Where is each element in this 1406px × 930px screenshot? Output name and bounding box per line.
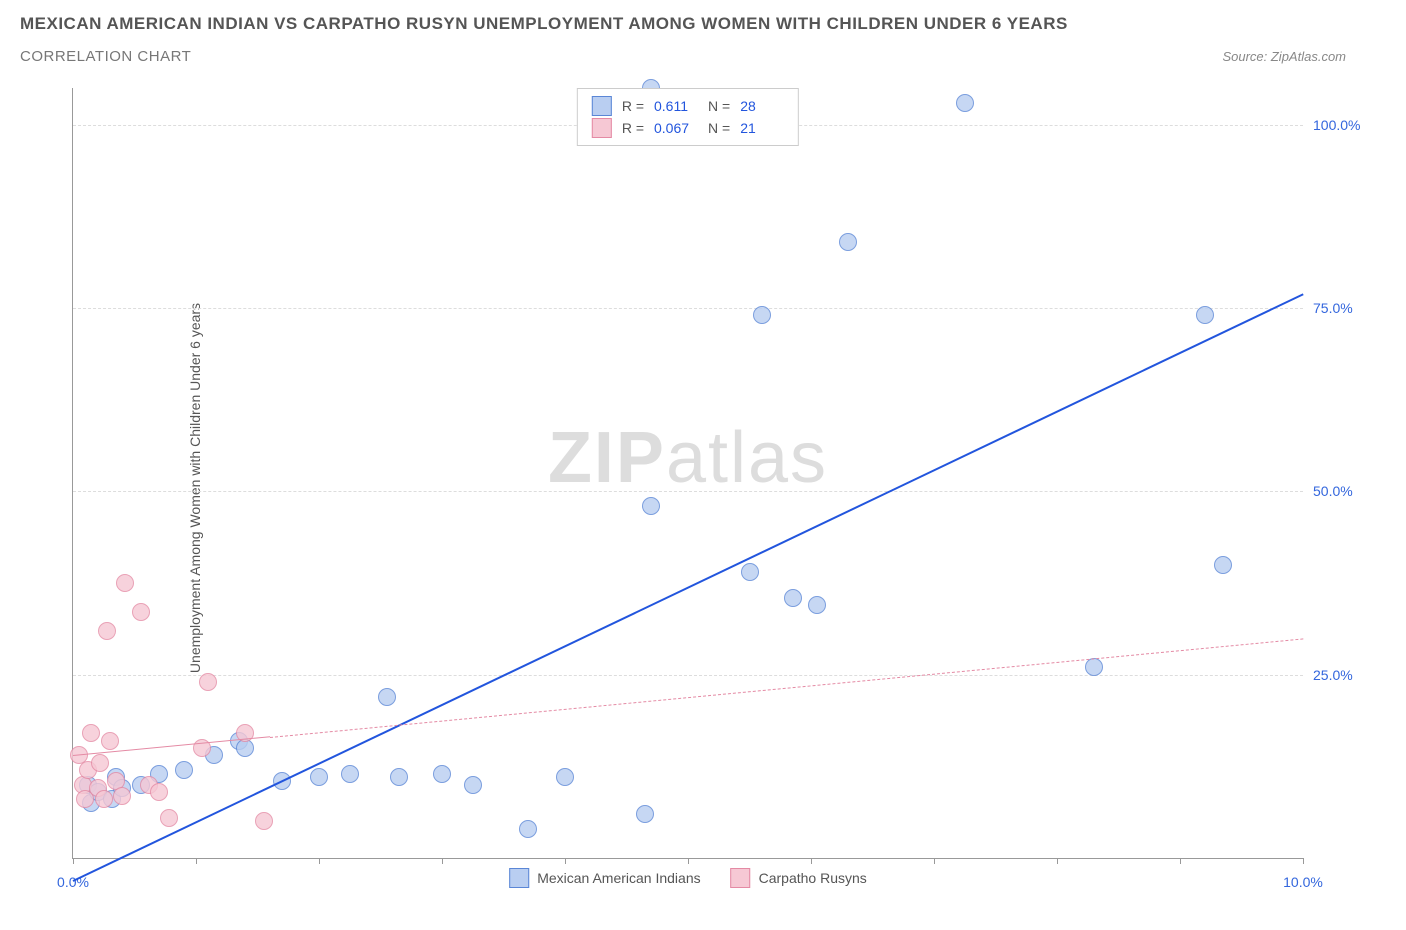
x-tick [934, 858, 935, 864]
data-point [636, 805, 654, 823]
watermark-bold: ZIP [548, 418, 666, 498]
data-point [310, 768, 328, 786]
n-value-a: 28 [740, 95, 784, 117]
data-point [956, 94, 974, 112]
data-point [741, 563, 759, 581]
r-value-a: 0.611 [654, 95, 698, 117]
legend-item-series-b: Carpatho Rusyns [731, 868, 867, 888]
y-tick-label: 50.0% [1313, 483, 1373, 499]
x-tick [73, 858, 74, 864]
y-tick-label: 25.0% [1313, 667, 1373, 683]
grid-line [73, 675, 1303, 676]
data-point [116, 574, 134, 592]
data-point [556, 768, 574, 786]
legend-row-series-a: R = 0.611 N = 28 [592, 95, 784, 117]
swatch-series-b [592, 118, 612, 138]
swatch-series-a [509, 868, 529, 888]
data-point [175, 761, 193, 779]
data-point [390, 768, 408, 786]
data-point [341, 765, 359, 783]
grid-line [73, 308, 1303, 309]
x-tick [319, 858, 320, 864]
watermark-light: atlas [666, 418, 828, 498]
x-tick [1303, 858, 1304, 864]
data-point [1196, 306, 1214, 324]
data-point [91, 754, 109, 772]
grid-line [73, 491, 1303, 492]
watermark: ZIPatlas [548, 417, 828, 499]
data-point [150, 783, 168, 801]
data-point [95, 790, 113, 808]
data-point [113, 787, 131, 805]
data-point [839, 233, 857, 251]
data-point [784, 589, 802, 607]
x-tick [196, 858, 197, 864]
r-label: R = [622, 117, 644, 139]
series-b-label: Carpatho Rusyns [759, 870, 867, 886]
legend-row-series-b: R = 0.067 N = 21 [592, 117, 784, 139]
x-tick [1180, 858, 1181, 864]
y-tick-label: 75.0% [1313, 300, 1373, 316]
data-point [160, 809, 178, 827]
data-point [464, 776, 482, 794]
x-tick [442, 858, 443, 864]
plot-area: ZIPatlas R = 0.611 N = 28 R = 0.067 N = … [72, 88, 1303, 859]
r-label: R = [622, 95, 644, 117]
series-legend: Mexican American Indians Carpatho Rusyns [509, 868, 867, 888]
trend-line [270, 638, 1303, 738]
swatch-series-a [592, 96, 612, 116]
data-point [101, 732, 119, 750]
data-point [433, 765, 451, 783]
r-value-b: 0.067 [654, 117, 698, 139]
chart-container: Unemployment Among Women with Children U… [20, 80, 1386, 910]
legend-item-series-a: Mexican American Indians [509, 868, 700, 888]
data-point [642, 497, 660, 515]
x-tick [688, 858, 689, 864]
data-point [98, 622, 116, 640]
source-attribution: Source: ZipAtlas.com [1222, 49, 1386, 64]
swatch-series-b [731, 868, 751, 888]
data-point [199, 673, 217, 691]
data-point [1214, 556, 1232, 574]
x-tick [565, 858, 566, 864]
correlation-legend: R = 0.611 N = 28 R = 0.067 N = 21 [577, 88, 799, 146]
data-point [255, 812, 273, 830]
data-point [519, 820, 537, 838]
n-value-b: 21 [740, 117, 784, 139]
data-point [378, 688, 396, 706]
chart-subtitle: CORRELATION CHART [20, 48, 191, 65]
x-tick [811, 858, 812, 864]
data-point [82, 724, 100, 742]
x-tick-label: 10.0% [1283, 874, 1323, 890]
data-point [808, 596, 826, 614]
x-tick [1057, 858, 1058, 864]
n-label: N = [708, 117, 730, 139]
chart-title: MEXICAN AMERICAN INDIAN VS CARPATHO RUSY… [20, 14, 1386, 34]
data-point [753, 306, 771, 324]
data-point [1085, 658, 1103, 676]
data-point [132, 603, 150, 621]
series-a-label: Mexican American Indians [537, 870, 700, 886]
y-tick-label: 100.0% [1313, 117, 1373, 133]
n-label: N = [708, 95, 730, 117]
trend-line [73, 293, 1304, 881]
